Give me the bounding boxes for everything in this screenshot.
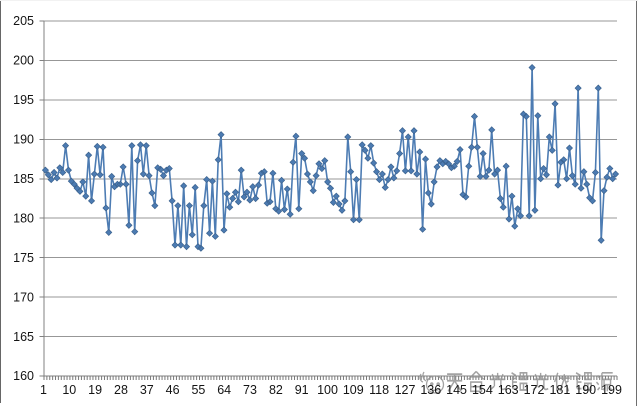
svg-text:37: 37 [140,383,154,397]
svg-text:165: 165 [13,330,34,344]
svg-text:190: 190 [575,383,596,397]
svg-text:181: 181 [549,383,570,397]
svg-text:180: 180 [13,211,34,225]
svg-text:73: 73 [243,383,257,397]
svg-text:46: 46 [166,383,180,397]
svg-text:160: 160 [13,369,34,383]
svg-text:28: 28 [114,383,128,397]
svg-text:19: 19 [88,383,102,397]
svg-text:100: 100 [317,383,338,397]
svg-text:170: 170 [13,290,34,304]
svg-text:55: 55 [191,383,205,397]
svg-text:175: 175 [13,251,34,265]
svg-text:91: 91 [295,383,309,397]
svg-text:163: 163 [498,383,519,397]
svg-text:195: 195 [13,93,34,107]
svg-text:190: 190 [13,133,34,147]
svg-text:1: 1 [40,383,47,397]
svg-text:64: 64 [217,383,231,397]
svg-text:172: 172 [524,383,545,397]
svg-text:205: 205 [13,14,34,28]
svg-text:145: 145 [446,383,467,397]
svg-text:185: 185 [13,172,34,186]
svg-text:127: 127 [395,383,416,397]
svg-text:154: 154 [472,383,493,397]
svg-text:200: 200 [13,54,34,68]
svg-text:118: 118 [369,383,389,397]
svg-text:136: 136 [420,383,441,397]
svg-text:109: 109 [343,383,364,397]
svg-text:82: 82 [269,383,283,397]
svg-text:199: 199 [601,383,622,397]
svg-text:10: 10 [62,383,76,397]
